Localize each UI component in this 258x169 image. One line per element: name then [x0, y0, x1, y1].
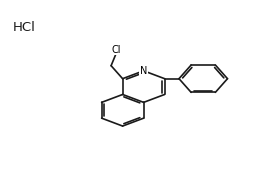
Text: Cl: Cl [112, 45, 121, 55]
Text: N: N [140, 66, 147, 76]
Text: HCl: HCl [13, 21, 36, 34]
